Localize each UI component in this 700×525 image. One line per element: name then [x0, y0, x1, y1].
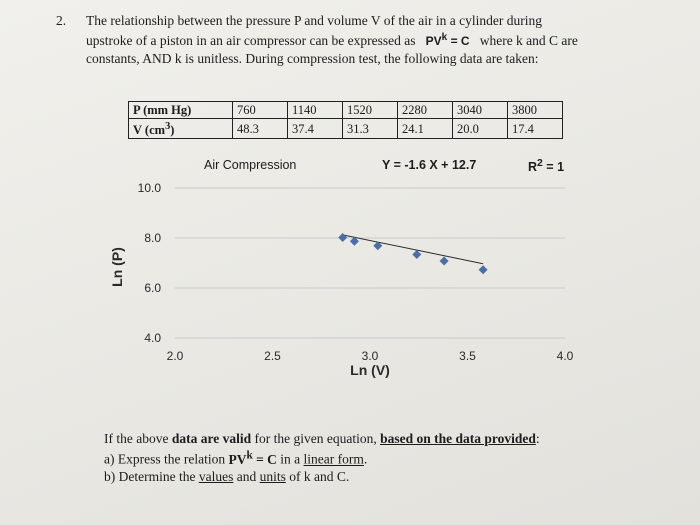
table-row-volume: V (cm3) 48.3 37.4 31.3 24.1 20.0 17.4: [128, 117, 563, 140]
problem-line-1: The relationship between the pressure P …: [86, 13, 543, 28]
question-intro: If the above data are valid for the give…: [104, 430, 540, 447]
question-a-exponent: k: [246, 449, 253, 461]
r-squared-label: R2 = 1: [528, 158, 564, 174]
r-squared-value: = 1: [542, 160, 565, 175]
volume-cell: 31.3: [342, 117, 398, 140]
x-tick-label: 2.5: [264, 349, 281, 363]
volume-cell: 48.3: [232, 117, 288, 140]
x-tick-labels: 2.0 2.5 3.0 3.5 4.0: [167, 349, 574, 363]
y-tick-label: 6.0: [144, 281, 161, 295]
trendline: [342, 234, 484, 265]
intro-text-2: for the given equation,: [251, 431, 381, 446]
intro-underlined: based on the data provided: [380, 431, 536, 446]
data-point: [373, 241, 383, 251]
equation-exponent: k: [441, 32, 448, 43]
question-a-underlined: linear form: [303, 451, 364, 467]
problem-number: 2.: [56, 13, 67, 28]
data-points: [338, 233, 488, 275]
scatter-chart: 4.0 6.0 8.0 10.0 2.0 2.5 3.0 3.5 4.0 Ln (V) Ln …: [109, 181, 574, 378]
question-a-equation-rest: = C: [252, 451, 277, 467]
pressure-cell: 760: [232, 101, 288, 119]
x-tick-label: 3.5: [459, 349, 476, 363]
question-b-prefix: b) Determine the: [104, 468, 199, 484]
problem-line-2: upstroke of a piston in an air compresso…: [86, 29, 656, 50]
question-a-end: .: [363, 451, 368, 467]
y-tick-label: 4.0: [144, 331, 161, 345]
problem-text: The relationship between the pressure P …: [86, 12, 656, 67]
x-axis-label: Ln (V): [350, 362, 390, 378]
volume-cell: 37.4: [287, 117, 343, 140]
question-a-mid: in a: [276, 451, 304, 467]
r-squared-symbol: R: [528, 160, 538, 175]
questions: If the above data are valid for the give…: [104, 430, 540, 485]
pressure-cell: 1140: [287, 101, 343, 119]
x-tick-label: 4.0: [557, 349, 574, 363]
data-point: [439, 256, 449, 266]
equation-base: PV: [425, 34, 442, 48]
equation-pvk: PVk = C: [425, 32, 470, 48]
question-b-values: values: [198, 468, 234, 484]
x-tick-label: 3.0: [362, 349, 379, 363]
pressure-cell: 1520: [342, 101, 398, 119]
data-point: [349, 236, 359, 246]
problem-line-3: constants, AND k is unitless. During com…: [86, 51, 539, 66]
volume-header-exponent: 3: [165, 121, 171, 132]
data-point: [338, 233, 348, 242]
r-squared-exponent: 2: [537, 158, 543, 169]
pressure-header: P (mm Hg): [128, 101, 233, 119]
question-a-equation: PV: [228, 451, 247, 467]
volume-header-text: V (cm: [133, 123, 166, 138]
problem-line-2a: upstroke of a piston in an air compresso…: [86, 33, 416, 48]
pressure-cell: 3800: [507, 101, 563, 119]
equation-rest: = C: [447, 34, 470, 48]
question-b-end: of k and C.: [285, 468, 350, 484]
data-point: [412, 250, 422, 259]
pressure-cell: 2280: [397, 101, 453, 119]
table-row-pressure: P (mm Hg) 760 1140 1520 2280 3040 3800: [128, 101, 563, 119]
chart-title: Air Compression: [204, 158, 297, 172]
data-table: P (mm Hg) 760 1140 1520 2280 3040 3800 V…: [128, 101, 563, 140]
data-point: [478, 265, 488, 275]
y-tick-label: 8.0: [144, 231, 161, 245]
problem-line-2b: where k and C are: [479, 33, 578, 48]
y-tick-labels: 4.0 6.0 8.0 10.0: [138, 181, 162, 345]
y-tick-label: 10.0: [138, 181, 162, 195]
intro-text: If the above: [104, 431, 172, 446]
volume-cell: 20.0: [452, 117, 508, 140]
question-a-prefix: a) Express the relation: [104, 451, 229, 467]
intro-colon: :: [535, 431, 540, 446]
volume-header-close: ): [170, 123, 175, 138]
chart-gridlines: [175, 187, 565, 339]
pressure-cell: 3040: [452, 101, 508, 119]
question-b-units: units: [259, 468, 286, 484]
y-axis-label: Ln (P): [109, 247, 125, 287]
volume-cell: 24.1: [397, 117, 453, 140]
trendline-equation: Y = -1.6 X + 12.7: [382, 158, 477, 172]
question-a: a) Express the relation PVk = C in a lin…: [104, 447, 540, 468]
question-b: b) Determine the values and units of k a…: [104, 468, 540, 485]
x-tick-label: 2.0: [167, 349, 184, 363]
volume-header: V (cm3): [128, 117, 233, 140]
intro-bold: data are valid: [171, 431, 252, 446]
volume-cell: 17.4: [507, 117, 563, 140]
question-b-mid: and: [233, 468, 260, 484]
